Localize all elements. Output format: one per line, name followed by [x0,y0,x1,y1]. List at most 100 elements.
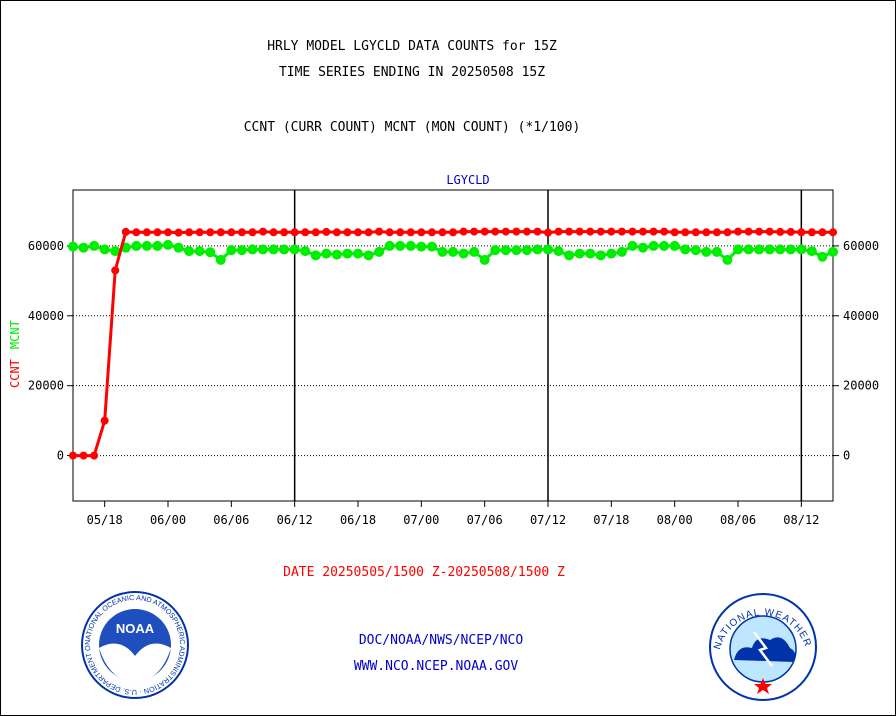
website-link[interactable]: WWW.NCO.NCEP.NOAA.GOV [353,659,519,674]
data-point-ccnt [681,228,690,237]
noaa-center-text: NOAA [116,621,155,636]
data-point-ccnt [174,228,183,237]
data-point-ccnt [79,451,88,460]
data-point-ccnt [269,228,278,237]
data-point-mcnt [806,246,817,257]
x-tick-label: 06/06 [213,513,249,527]
data-point-ccnt [216,228,225,237]
series-line-ccnt [73,230,833,458]
data-point-ccnt [354,228,362,237]
data-point-ccnt [459,227,468,236]
data-point-mcnt [585,248,596,259]
data-point-mcnt [342,248,353,259]
data-point-ccnt [554,227,563,236]
data-point-ccnt [586,227,595,236]
x-tick-label: 07/18 [593,513,629,527]
data-point-ccnt [691,228,700,237]
data-point-ccnt [575,227,584,236]
data-point-ccnt [565,227,574,236]
data-point-ccnt [100,416,109,425]
data-point-mcnt [701,246,712,257]
x-tick-label: 08/00 [657,513,693,527]
x-tick-label: 08/06 [720,513,756,527]
data-point-mcnt [331,249,342,260]
data-point-mcnt [437,246,448,257]
data-point-mcnt [521,245,532,256]
data-point-ccnt [364,228,373,237]
data-point-mcnt [89,240,100,251]
data-point-ccnt [427,228,436,237]
data-point-mcnt [775,244,786,255]
data-point-mcnt [754,244,765,255]
data-point-mcnt [279,244,290,255]
y-tick-label-right: 40000 [843,309,879,323]
data-point-mcnt [226,245,237,256]
data-point-mcnt [131,240,142,251]
data-point-mcnt [78,242,89,253]
data-point-mcnt [258,244,268,255]
y-tick-label-left: 40000 [28,309,64,323]
x-tick-label: 07/06 [467,513,503,527]
data-point-mcnt [141,240,152,251]
data-point-mcnt [310,250,321,261]
data-point-ccnt [544,228,552,237]
data-point-mcnt [300,246,311,257]
data-point-ccnt [248,228,257,237]
data-point-ccnt [185,228,194,237]
data-point-ccnt [797,228,806,237]
noaa-bird-icon [99,643,171,682]
data-point-mcnt [416,241,427,252]
data-point-ccnt [776,227,785,236]
data-point-mcnt [722,254,733,265]
data-point-ccnt [533,227,542,236]
plot-border [72,189,834,502]
data-point-mcnt [353,248,363,259]
data-point-ccnt [596,227,605,236]
x-tick-label: 08/12 [783,513,819,527]
data-point-ccnt [69,451,77,460]
data-point-ccnt [290,228,299,237]
data-point-mcnt [448,246,458,257]
data-point-mcnt [785,244,796,255]
data-point-mcnt [606,248,617,259]
data-point-ccnt [818,228,827,237]
data-point-mcnt [184,246,195,257]
data-point-mcnt [648,240,659,251]
chart-title: LGYCLD [446,173,489,187]
nws-lightning-icon [753,631,773,667]
data-point-ccnt [322,227,331,236]
data-point-ccnt [438,228,447,237]
data-point-mcnt [490,245,501,256]
data-point-mcnt [659,240,670,251]
data-point-mcnt [236,245,247,256]
y-tick-label-left: 20000 [28,379,64,393]
data-point-mcnt [796,244,807,255]
data-point-mcnt [458,248,469,259]
data-point-mcnt [374,246,385,257]
data-point-mcnt [616,246,627,257]
data-point-ccnt [491,227,500,236]
data-point-mcnt [743,244,754,255]
data-point-mcnt [817,251,828,262]
data-point-ccnt [723,228,732,237]
x-tick-label: 07/00 [403,513,439,527]
x-tick-label: 05/18 [87,513,123,527]
data-point-mcnt [384,240,395,251]
data-point-mcnt [469,246,480,257]
data-point-mcnt [627,240,638,251]
org-label: DOC/NOAA/NWS/NCEP/NCO [358,633,524,648]
data-point-mcnt [574,248,585,259]
data-point-mcnt [564,250,575,261]
data-point-ccnt [617,227,626,236]
data-point-ccnt [121,227,130,236]
header-line-3: CCNT (CURR COUNT) MCNT (MON COUNT) (*1/1… [243,120,581,135]
nws-logo: NATIONAL WEATHER SERVICE [708,592,817,701]
data-point-mcnt [395,240,406,251]
data-point-ccnt [712,228,721,237]
data-point-mcnt [173,242,184,253]
date-range-label: DATE 20250505/1500 Z-20250508/1500 Z [283,565,565,580]
data-point-mcnt [110,246,121,257]
data-point-ccnt [385,228,394,237]
data-point-ccnt [206,228,215,237]
data-point-ccnt [111,266,120,275]
